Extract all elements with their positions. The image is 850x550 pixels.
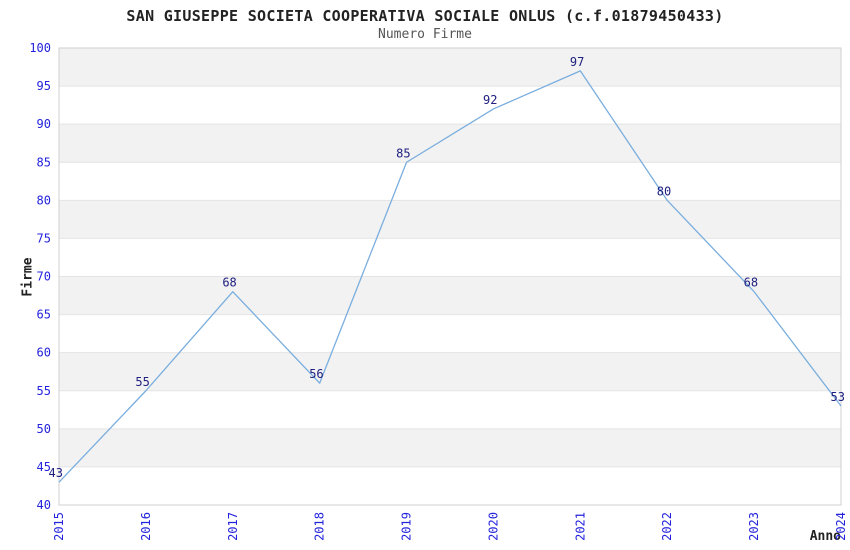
y-tick-label: 45 <box>37 460 51 474</box>
point-label: 43 <box>49 466 63 480</box>
grid-band <box>59 428 841 467</box>
y-tick-label: 50 <box>37 422 51 436</box>
x-tick-label: 2023 <box>747 512 761 541</box>
x-tick-label: 2016 <box>139 512 153 541</box>
grid-band <box>59 48 841 87</box>
point-label: 80 <box>657 184 671 198</box>
y-tick-label: 85 <box>37 155 51 169</box>
y-tick-label: 75 <box>37 231 51 245</box>
series-line <box>58 70 842 483</box>
y-tick-label: 80 <box>37 193 51 207</box>
grid-band <box>59 200 841 239</box>
y-tick-label: 90 <box>37 117 51 131</box>
y-tick-label: 70 <box>37 270 51 284</box>
point-label: 85 <box>396 146 410 160</box>
x-tick-label: 2021 <box>573 512 587 541</box>
y-tick-label: 55 <box>37 384 51 398</box>
grid-band <box>59 124 841 163</box>
chart-subtitle: Numero Firme <box>378 27 472 42</box>
point-label: 56 <box>309 367 323 381</box>
point-label: 92 <box>483 93 497 107</box>
y-tick-label: 40 <box>37 498 51 512</box>
y-tick-label: 65 <box>37 308 51 322</box>
point-label: 53 <box>831 390 845 404</box>
point-label: 55 <box>135 375 149 389</box>
x-axis-title: Anno <box>809 529 841 544</box>
y-tick-label: 95 <box>37 79 51 93</box>
x-tick-label: 2024 <box>834 512 848 541</box>
point-label: 68 <box>222 276 236 290</box>
x-tick-label: 2018 <box>313 512 327 541</box>
point-label: 97 <box>570 55 584 69</box>
grid-band <box>59 352 841 391</box>
x-tick-label: 2019 <box>400 512 414 541</box>
x-tick-label: 2020 <box>486 512 500 541</box>
x-tick-label: 2022 <box>660 512 674 541</box>
y-tick-label: 100 <box>29 41 51 55</box>
grid-band <box>59 276 841 315</box>
x-tick-label: 2017 <box>226 512 240 541</box>
x-tick-label: 2015 <box>52 512 66 541</box>
point-label: 68 <box>744 276 758 290</box>
chart-title: SAN GIUSEPPE SOCIETA COOPERATIVA SOCIALE… <box>126 7 724 25</box>
plot-border <box>58 47 842 506</box>
y-tick-label: 60 <box>37 346 51 360</box>
